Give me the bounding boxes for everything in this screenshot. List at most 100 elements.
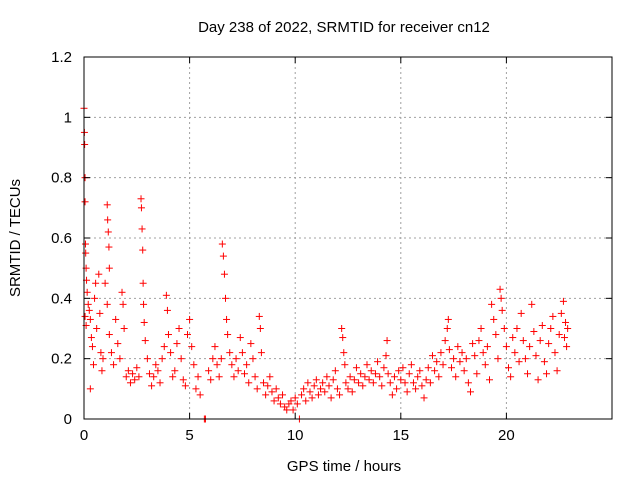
data-point (422, 376, 430, 384)
data-point (560, 334, 568, 342)
data-point (86, 385, 94, 393)
data-point (81, 312, 89, 320)
data-point (555, 331, 563, 339)
data-point (363, 361, 371, 369)
data-point (348, 388, 356, 396)
data-point (92, 279, 100, 287)
data-point (160, 343, 168, 351)
data-point (105, 243, 113, 251)
data-point (81, 198, 89, 206)
y-tick-label: 0.6 (51, 230, 72, 247)
data-point (382, 352, 390, 360)
data-point (428, 352, 436, 360)
data-point (118, 288, 126, 296)
data-point (262, 391, 270, 399)
data-point (222, 294, 230, 302)
data-point (232, 355, 240, 363)
data-point (219, 252, 227, 260)
y-tick-label: 1 (64, 109, 72, 126)
data-point (126, 379, 134, 387)
data-point (101, 279, 109, 287)
x-tick-label: 15 (392, 427, 409, 444)
data-point (344, 385, 352, 393)
data-point (255, 312, 263, 320)
data-point (112, 315, 120, 323)
data-point (207, 376, 215, 384)
data-point (173, 340, 181, 348)
data-point (138, 225, 146, 233)
data-point (270, 397, 278, 405)
data-point (314, 391, 322, 399)
data-point (175, 325, 183, 332)
data-point (414, 373, 422, 381)
data-point (145, 370, 153, 378)
data-point (181, 382, 189, 390)
data-point (562, 318, 570, 326)
data-point (300, 385, 308, 393)
data-point (230, 373, 238, 381)
data-point (433, 358, 441, 366)
data-point (217, 355, 225, 363)
data-point (268, 388, 276, 396)
data-point (105, 264, 113, 272)
data-point (403, 388, 411, 396)
data-point (304, 379, 312, 387)
data-point (496, 285, 504, 293)
data-point (384, 370, 392, 378)
data-point (194, 373, 202, 381)
data-point (543, 370, 551, 378)
data-point (93, 325, 101, 332)
chart-title: Day 238 of 2022, SRMTID for receiver cn1… (198, 19, 490, 36)
y-tick-label: 0.2 (51, 351, 72, 368)
data-point (104, 228, 112, 236)
data-point (321, 388, 329, 396)
data-point (289, 406, 297, 414)
data-point (205, 367, 213, 375)
data-point (302, 397, 310, 405)
data-point (507, 373, 515, 381)
data-point (553, 367, 561, 375)
data-point (547, 325, 555, 332)
data-point (401, 379, 409, 387)
data-point (325, 382, 333, 390)
data-point (98, 367, 106, 375)
data-point (319, 379, 327, 387)
data-point (460, 367, 468, 375)
data-point (81, 240, 89, 248)
data-point (158, 355, 166, 363)
data-point (293, 400, 301, 408)
data-point (306, 388, 314, 396)
data-point (450, 355, 458, 363)
data-point (361, 373, 369, 381)
data-point (186, 315, 194, 323)
data-point (426, 379, 434, 387)
data-point (346, 373, 354, 381)
data-point (475, 337, 483, 345)
data-point (357, 370, 365, 378)
data-point (220, 270, 228, 278)
data-point (241, 370, 249, 378)
data-point (409, 379, 417, 387)
data-point (139, 279, 147, 287)
data-point (177, 355, 185, 363)
data-point (95, 270, 103, 278)
data-point (139, 246, 147, 254)
data-point (490, 315, 498, 323)
data-point (163, 306, 171, 314)
data-point (329, 376, 337, 384)
data-point (226, 349, 234, 357)
data-point (488, 300, 496, 308)
data-point (131, 376, 139, 384)
x-axis-label: GPS time / hours (287, 458, 401, 475)
data-point (274, 394, 282, 402)
data-point (183, 331, 191, 339)
data-point (443, 325, 451, 332)
data-point (431, 367, 439, 375)
data-point (540, 358, 548, 366)
data-point (256, 325, 264, 332)
data-point (317, 385, 325, 393)
data-point (559, 297, 567, 305)
data-point (97, 349, 105, 357)
data-point (156, 379, 164, 387)
